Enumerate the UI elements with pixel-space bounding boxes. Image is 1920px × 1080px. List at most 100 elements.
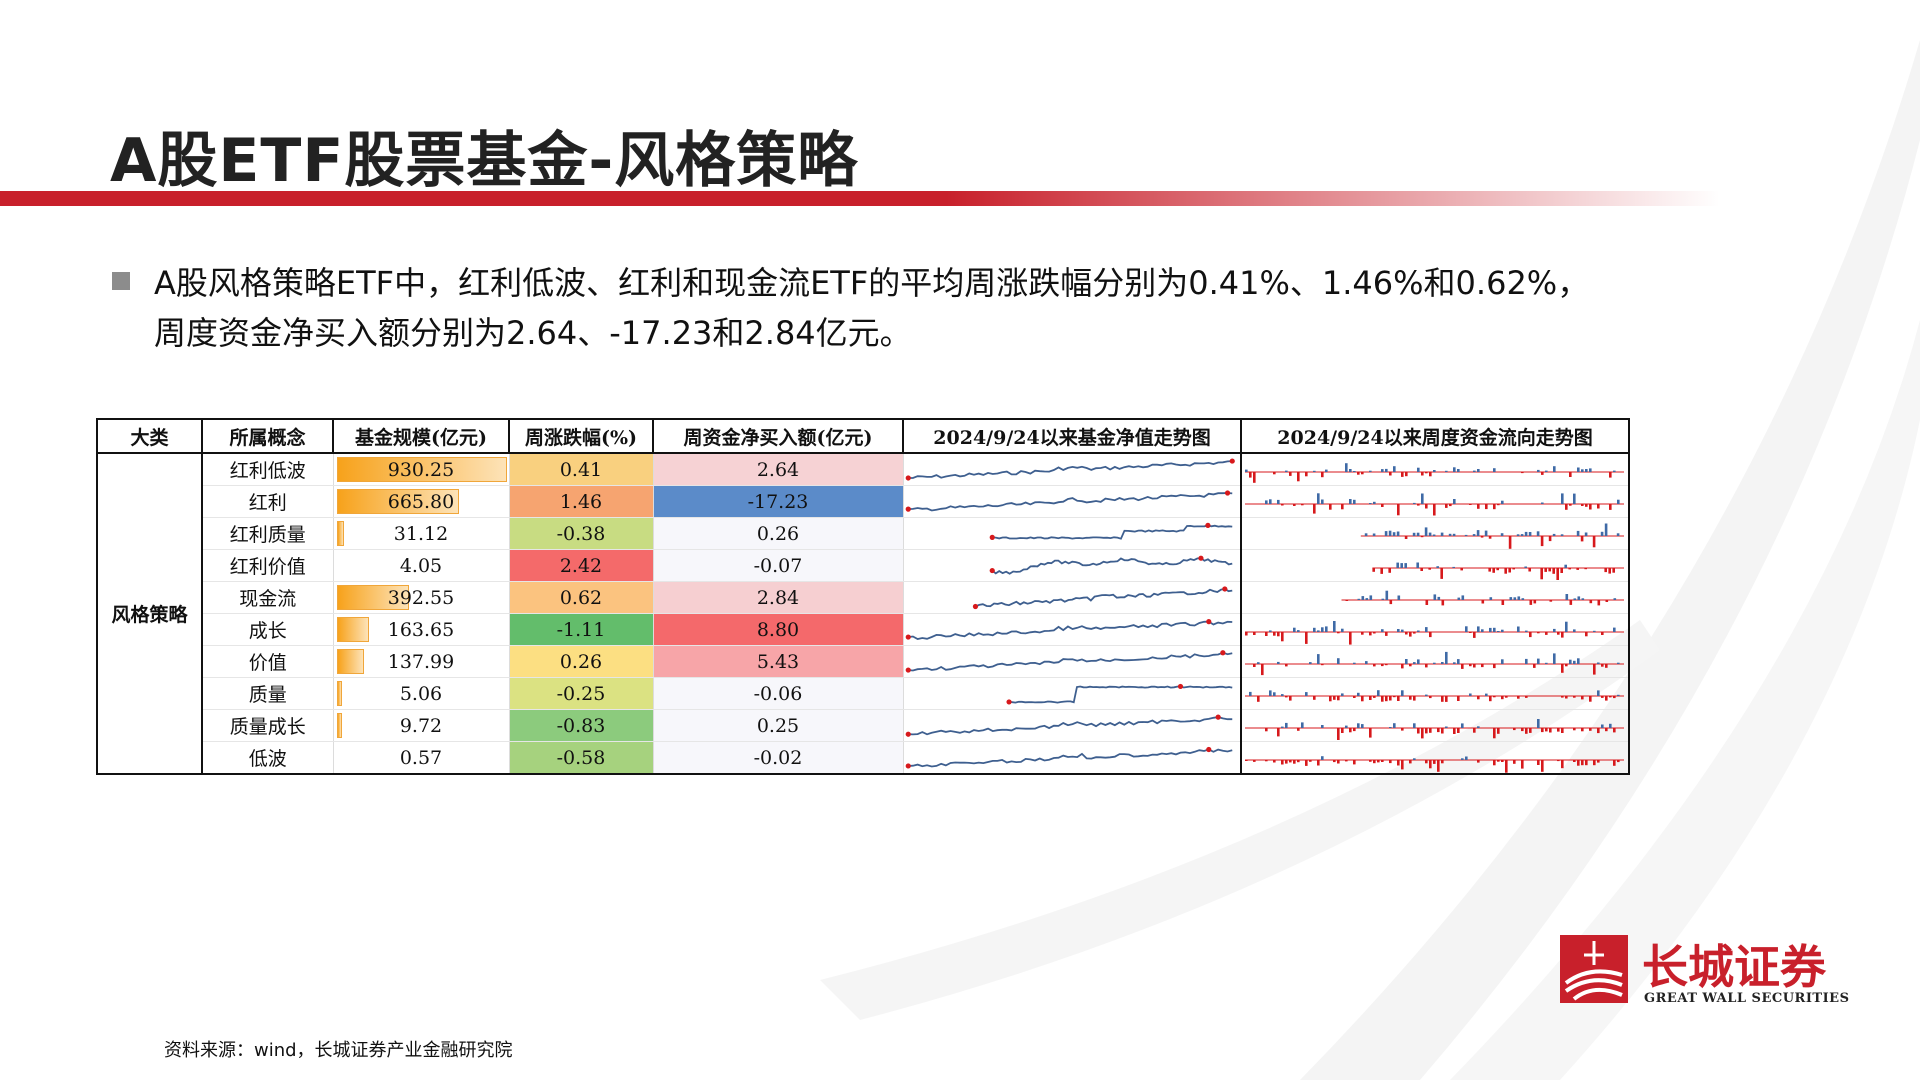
flow-bar <box>1401 629 1404 632</box>
flow-bar <box>1501 600 1505 605</box>
flow-bar <box>1301 722 1304 728</box>
flow-bar <box>1281 760 1284 765</box>
flow-bar <box>1469 504 1472 505</box>
flow-bar <box>1381 696 1384 702</box>
flow-bar <box>1437 728 1440 733</box>
concept-cell: 现金流 <box>202 581 334 614</box>
flow-sparkline <box>1341 590 1624 606</box>
flow-bar <box>1373 501 1376 504</box>
fund-scale-bar <box>336 585 410 610</box>
flow-bar <box>1309 760 1312 762</box>
fund-scale-value: 4.05 <box>399 554 443 577</box>
flow-bar <box>1497 760 1500 762</box>
nav-marker-dot <box>1205 746 1211 753</box>
flow-bar <box>1469 664 1472 667</box>
weekly-net-flow-cell: 5.43 <box>653 645 904 678</box>
flow-bar <box>1581 696 1584 700</box>
flow-bar <box>1453 499 1456 504</box>
flow-bar <box>1388 530 1392 536</box>
nav-line <box>991 524 1232 540</box>
nav-line <box>991 557 1232 575</box>
flow-bar <box>1281 504 1284 506</box>
flow-bar <box>1405 472 1408 477</box>
flow-bar <box>1581 728 1584 732</box>
flow-bar <box>1489 627 1492 632</box>
flow-bar <box>1493 468 1496 472</box>
nav-line <box>907 716 1232 736</box>
flow-bar <box>1433 504 1436 516</box>
weekly-change-cell: -0.25 <box>509 677 654 710</box>
flow-sparkline-cell <box>1240 549 1630 582</box>
flow-bar <box>1501 500 1504 504</box>
nav-marker-dot <box>905 506 911 512</box>
flow-bar <box>1489 696 1492 702</box>
concept-cell: 低波 <box>202 741 334 775</box>
flow-bar <box>1476 530 1480 536</box>
flow-bar <box>1321 499 1324 504</box>
nav-marker-dot <box>1005 699 1012 705</box>
flow-bar <box>1245 760 1248 761</box>
flow-bar <box>1253 760 1256 762</box>
weekly-net-flow-cell: 2.64 <box>653 453 904 486</box>
flow-bar <box>1364 533 1368 536</box>
flow-bar <box>1529 600 1533 605</box>
flow-bar <box>1460 568 1463 571</box>
nav-marker-dot <box>905 731 911 737</box>
weekly-change-cell: 0.41 <box>509 453 654 486</box>
flow-bar <box>1425 694 1428 696</box>
flow-bar <box>1377 760 1380 763</box>
flow-bar <box>1613 696 1616 699</box>
flow-bar <box>1521 728 1524 732</box>
flow-bar <box>1493 664 1496 669</box>
summary-text: A股风格策略ETF中，红利低波、红利和现金流ETF的平均周涨跌幅分别为0.41%… <box>154 264 1590 352</box>
flow-bar <box>1541 728 1544 733</box>
flow-bar <box>1265 760 1268 762</box>
flow-bar <box>1537 469 1540 472</box>
bullet-square-icon <box>112 272 130 290</box>
weekly-change-cell: 1.46 <box>509 485 654 518</box>
fund-scale-cell: 137.99 <box>333 645 510 678</box>
flow-bar <box>1325 626 1328 632</box>
flow-bar <box>1337 760 1340 764</box>
flow-bar <box>1412 532 1416 536</box>
flow-bar <box>1597 600 1601 606</box>
nav-marker-dot <box>1197 555 1204 561</box>
nav-marker-dot <box>905 475 911 481</box>
flow-bar <box>1436 566 1439 568</box>
flow-bar <box>1373 664 1376 667</box>
flow-bar <box>1285 696 1288 698</box>
flow-bar <box>1565 504 1568 510</box>
flow-bar <box>1377 690 1380 696</box>
nav-marker-dot <box>989 567 995 574</box>
flow-bar <box>1569 504 1572 506</box>
flow-bar <box>1481 664 1484 668</box>
flow-bar <box>1421 728 1424 739</box>
flow-bar <box>1597 728 1600 734</box>
flow-bar <box>1305 472 1308 477</box>
flow-bar <box>1369 760 1372 762</box>
flow-bar <box>1345 463 1348 472</box>
fund-scale-cell: 665.80 <box>333 485 510 518</box>
flow-bar <box>1341 693 1344 696</box>
flow-bar <box>1493 627 1496 632</box>
flow-bar <box>1501 760 1504 762</box>
flow-bar <box>1405 632 1408 635</box>
flow-bar <box>1537 658 1540 664</box>
fund-scale-bar <box>336 713 342 738</box>
flow-bar <box>1585 760 1588 766</box>
flow-bar <box>1309 662 1312 664</box>
flow-bar <box>1428 568 1431 570</box>
nav-sparkline-cell <box>903 613 1242 646</box>
flow-bar <box>1457 728 1460 733</box>
flow-bar <box>1472 534 1476 536</box>
flow-bar <box>1305 632 1308 644</box>
flow-bar <box>1597 760 1600 763</box>
table-row: 红利质量 31.12 -0.38 0.26 <box>97 517 1630 550</box>
flow-bar <box>1589 696 1592 702</box>
flow-bar <box>1501 696 1504 700</box>
flow-bar <box>1440 532 1444 536</box>
concept-cell: 红利低波 <box>202 453 334 486</box>
flow-bar <box>1397 595 1401 600</box>
flow-bar <box>1613 598 1617 600</box>
flow-bar <box>1481 629 1484 632</box>
